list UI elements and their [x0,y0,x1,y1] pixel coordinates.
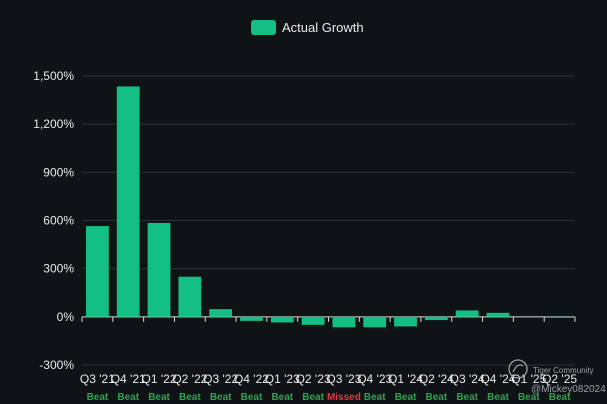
bar[interactable] [548,316,571,318]
watermark: Tiger Community @Mickey082024 [508,359,606,395]
x-tick-label: Q3 '22 [203,372,238,386]
y-tick-label: 0% [57,310,75,324]
result-label: Missed [327,392,361,403]
result-label: Beat [302,392,324,403]
bar[interactable] [209,309,233,317]
result-label: Beat [395,392,417,403]
result-label: Beat [210,392,232,403]
x-tick-label: Q3 '24 [450,372,485,386]
x-tick-label: Q4 '23 [357,372,392,386]
result-labels: Beat Beat Beat Beat Beat Beat Beat Beat Missed Be… [87,392,572,403]
y-tick-label: -300% [39,358,74,372]
result-label: Beat [518,392,540,403]
y-axis: -300% 0% 300% 600% 900% 1,200% 1,500% [33,69,74,372]
legend-swatch[interactable] [251,20,276,35]
x-tick-label: Q3 '21 [80,372,115,386]
y-tick-label: 1,200% [33,117,74,131]
result-label: Beat [271,392,293,403]
y-tick-label: 900% [43,165,74,179]
bar[interactable] [486,312,510,317]
watermark-brand: Tiger Community [533,366,594,375]
bar[interactable] [240,316,263,321]
x-tick-label: Q1 '24 [388,372,423,386]
bar[interactable] [178,276,202,317]
bar[interactable] [332,316,356,328]
y-tick-label: 1,500% [33,69,74,83]
result-label: Beat [241,392,263,403]
result-label: Beat [426,392,448,403]
bar[interactable] [363,316,387,328]
x-tick-label: Q1 '22 [142,372,177,386]
tiger-logo-icon [508,359,528,379]
x-tick-label: Q1 '25 [511,372,546,386]
x-tick-label: Q3 '23 [326,372,361,386]
x-tick-label: Q2 '25 [542,372,577,386]
x-tick-label: Q2 '23 [296,372,331,386]
x-tick-label: Q4 '22 [234,372,269,386]
result-label: Beat [364,392,386,403]
x-tick-label: Q2 '22 [172,372,207,386]
bar[interactable] [301,316,325,325]
bars [86,86,571,328]
bar[interactable] [147,222,171,317]
x-tick-label: Q1 '23 [265,372,300,386]
bar[interactable] [116,86,140,317]
bar[interactable] [270,316,294,323]
result-label: Beat [87,392,109,403]
result-label: Beat [117,392,139,403]
bar[interactable] [86,226,109,317]
result-label: Beat [549,392,571,403]
bar[interactable] [455,310,479,317]
result-label: Beat [148,392,170,403]
y-tick-label: 300% [43,262,74,276]
result-label: Beat [456,392,478,403]
legend[interactable]: Actual Growth [251,20,364,35]
x-tick-label: Q2 '24 [419,372,454,386]
result-label: Beat [179,392,201,403]
bar[interactable] [424,316,448,321]
result-label: Beat [487,392,509,403]
watermark-handle: @Mickey082024 [531,384,606,395]
y-tick-label: 600% [43,214,74,228]
x-tick-label: Q4 '21 [111,372,146,386]
bar[interactable] [394,316,417,327]
x-tick-label: Q4 '24 [480,372,515,386]
legend-label[interactable]: Actual Growth [282,20,364,35]
